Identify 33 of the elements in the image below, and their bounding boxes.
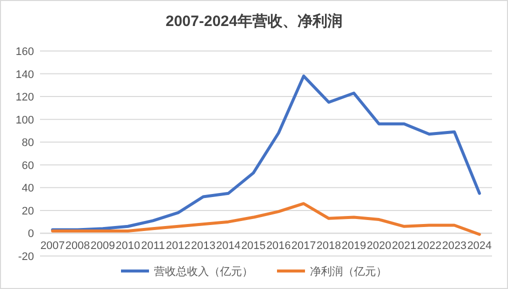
- x-tick-label: 2017: [291, 240, 316, 252]
- y-tick-label: 60: [22, 160, 34, 172]
- x-tick-label: 2024: [467, 240, 492, 252]
- y-tick-label: 0: [28, 228, 34, 240]
- x-tick-label: 2019: [342, 240, 366, 252]
- x-tick-label: 2023: [442, 240, 467, 252]
- y-tick-label: 160: [16, 46, 34, 58]
- y-tick-label: -20: [18, 251, 34, 263]
- x-tick-label: 2012: [166, 240, 190, 252]
- line-series: [51, 202, 481, 236]
- chart-title: 2007-2024年营收、净利润: [166, 12, 342, 30]
- x-tick-label: 2014: [216, 240, 241, 252]
- x-tick-label: 2016: [266, 240, 291, 252]
- x-tick-label: 2015: [241, 240, 266, 252]
- line-series: [51, 74, 481, 232]
- x-tick-label: 2020: [366, 240, 392, 252]
- x-tick-label: 2013: [190, 240, 216, 252]
- y-tick-label: 140: [16, 68, 34, 81]
- x-tick-label: 2010: [116, 240, 140, 252]
- x-tick-label: 2008: [65, 240, 90, 252]
- x-tick-label: 2018: [316, 240, 342, 252]
- x-tick-label: 2011: [141, 240, 165, 252]
- y-tick-label: 120: [16, 92, 34, 104]
- y-tick-label: 20: [22, 205, 34, 218]
- y-tick-label: 100: [16, 114, 34, 126]
- y-tick-label: 80: [22, 137, 34, 150]
- y-tick-label: 40: [22, 182, 34, 195]
- x-tick-label: 2022: [416, 240, 442, 252]
- x-tick-label: 2007: [40, 240, 65, 252]
- legend-label: 净利润（亿元）: [310, 265, 387, 278]
- legend-label: 营收总收入（亿元）: [154, 265, 253, 278]
- x-tick-label: 2009: [90, 240, 116, 252]
- x-tick-label: 2021: [392, 240, 416, 252]
